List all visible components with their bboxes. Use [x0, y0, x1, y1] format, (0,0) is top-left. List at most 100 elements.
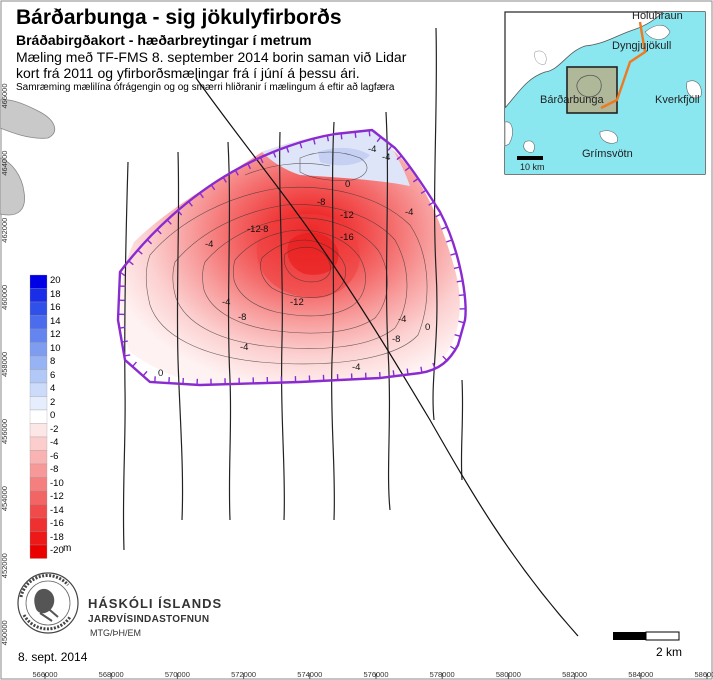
x-tick-label: 584000 — [628, 670, 653, 679]
boundary-tick — [392, 370, 395, 377]
boundary-tick — [285, 146, 290, 153]
boundary-tick — [128, 260, 134, 266]
boundary-tick — [299, 142, 303, 149]
inset-label-holuhraun: Holuhraun — [632, 10, 683, 22]
y-axis: 466000 464000 462000 460000 458000 456000 4540… — [0, 83, 9, 645]
inset-scale-label: 10 km — [520, 162, 545, 172]
legend-swatch — [29, 315, 48, 330]
contour-label: -8 — [317, 197, 325, 208]
contour-label: -8 — [260, 224, 268, 235]
legend-label: -8 — [50, 464, 59, 475]
inset-route — [600, 21, 647, 110]
boundary-tick — [396, 155, 402, 161]
boundary-tick — [458, 294, 465, 297]
legend-swatch — [29, 369, 48, 384]
boundary-tick — [199, 192, 204, 199]
boundary-tick — [142, 370, 148, 377]
legend-swatch — [29, 517, 48, 532]
legend-label: 6 — [50, 369, 56, 381]
boundary-tick — [354, 131, 357, 138]
boundary-tick — [412, 177, 419, 183]
legend-swatch — [29, 531, 48, 546]
map-date: 8. sept. 2014 — [18, 650, 88, 664]
legend-swatch — [29, 288, 48, 303]
legend-swatch — [29, 382, 48, 397]
y-tick-label: 464000 — [0, 151, 9, 176]
legend-swatch — [29, 328, 48, 343]
boundary-tick — [234, 169, 239, 176]
legend-label: -20 — [50, 545, 64, 556]
inset-label-bardarbunga: Bárðarbunga — [540, 94, 604, 106]
contour-lines — [145, 151, 428, 365]
university-name: HÁSKÓLI ÍSLANDS — [88, 596, 223, 611]
y-tick-label: 454000 — [0, 486, 9, 511]
contour-label: -12 — [247, 224, 261, 235]
university-seal-logo — [17, 572, 79, 634]
boundary-tick — [146, 239, 153, 245]
x-tick-label: 578000 — [430, 670, 455, 679]
x-tick-label: 586000 — [694, 670, 713, 679]
legend-label: 16 — [50, 302, 61, 313]
contour-label: -4 — [398, 314, 406, 325]
legend-swatch — [29, 477, 48, 492]
legend-swatch — [29, 436, 48, 451]
boundary-tick — [119, 271, 126, 277]
boundary-tick — [188, 201, 193, 207]
legend-label: -14 — [50, 504, 64, 516]
x-tick-label: 570000 — [165, 670, 190, 679]
y-tick-label: 458000 — [0, 352, 9, 377]
legend-swatch — [29, 409, 48, 424]
boundary-tick — [387, 145, 393, 151]
y-tick-label: 466000 — [0, 83, 9, 108]
scale-bar-label: 2 km — [656, 645, 683, 659]
x-axis: 566000 568000 570000 572000 574000 576000 5780… — [32, 670, 713, 679]
contour-label: 0 — [158, 368, 163, 379]
legend-label: 2 — [50, 396, 56, 408]
legend-swatch — [29, 544, 48, 559]
boundary-tick — [312, 138, 316, 145]
x-tick-label: 566000 — [32, 670, 57, 679]
boundary-tick — [432, 362, 436, 369]
legend-label: 14 — [50, 315, 61, 327]
boundary-tick — [404, 166, 411, 172]
contour-label: 0 — [425, 322, 430, 333]
y-tick-label: 450000 — [0, 620, 9, 645]
contour-label: -4 — [368, 144, 376, 155]
legend-swatch — [29, 423, 48, 438]
legend-label: -18 — [50, 531, 64, 543]
boundary-tick — [368, 130, 371, 137]
map-credit: MTG/ÞH/EM — [90, 628, 141, 638]
boundary-tick — [156, 229, 162, 235]
description-line-2: kort frá 2011 og yfirborðsmælingar frá í… — [16, 65, 360, 81]
boundary-tick — [272, 151, 277, 158]
x-tick-label: 568000 — [99, 670, 124, 679]
boundary-tick — [406, 368, 409, 375]
legend-swatch — [29, 504, 48, 519]
description-line-1: Mæling með TF-FMS 8. september 2014 bori… — [16, 49, 407, 65]
boundary-tick — [177, 210, 183, 216]
map-note: Samræming mælilína ófrágengin og og smær… — [16, 82, 395, 93]
survey-boundary — [116, 128, 467, 387]
legend-label: -10 — [50, 477, 64, 489]
boundary-tick — [119, 326, 126, 329]
x-tick-label: 572000 — [231, 670, 256, 679]
boundary-tick — [454, 334, 461, 338]
boundary-tick — [326, 135, 330, 142]
legend-swatch — [29, 450, 48, 465]
contour-label: -16 — [340, 232, 354, 243]
x-tick-label: 580000 — [496, 670, 521, 679]
boundary-tick — [446, 239, 453, 243]
inset-map — [504, 11, 706, 175]
boundary-tick — [259, 157, 264, 164]
legend-label: 18 — [50, 288, 61, 300]
boundary-ticks — [118, 130, 466, 385]
inset-study-area — [566, 66, 618, 114]
boundary-tick — [450, 252, 457, 256]
contour-label: -4 — [240, 342, 248, 353]
boundary-tick — [453, 266, 461, 270]
y-tick-label: 456000 — [0, 419, 9, 444]
contour-label: -4 — [382, 152, 390, 163]
boundary-tick — [456, 280, 463, 283]
